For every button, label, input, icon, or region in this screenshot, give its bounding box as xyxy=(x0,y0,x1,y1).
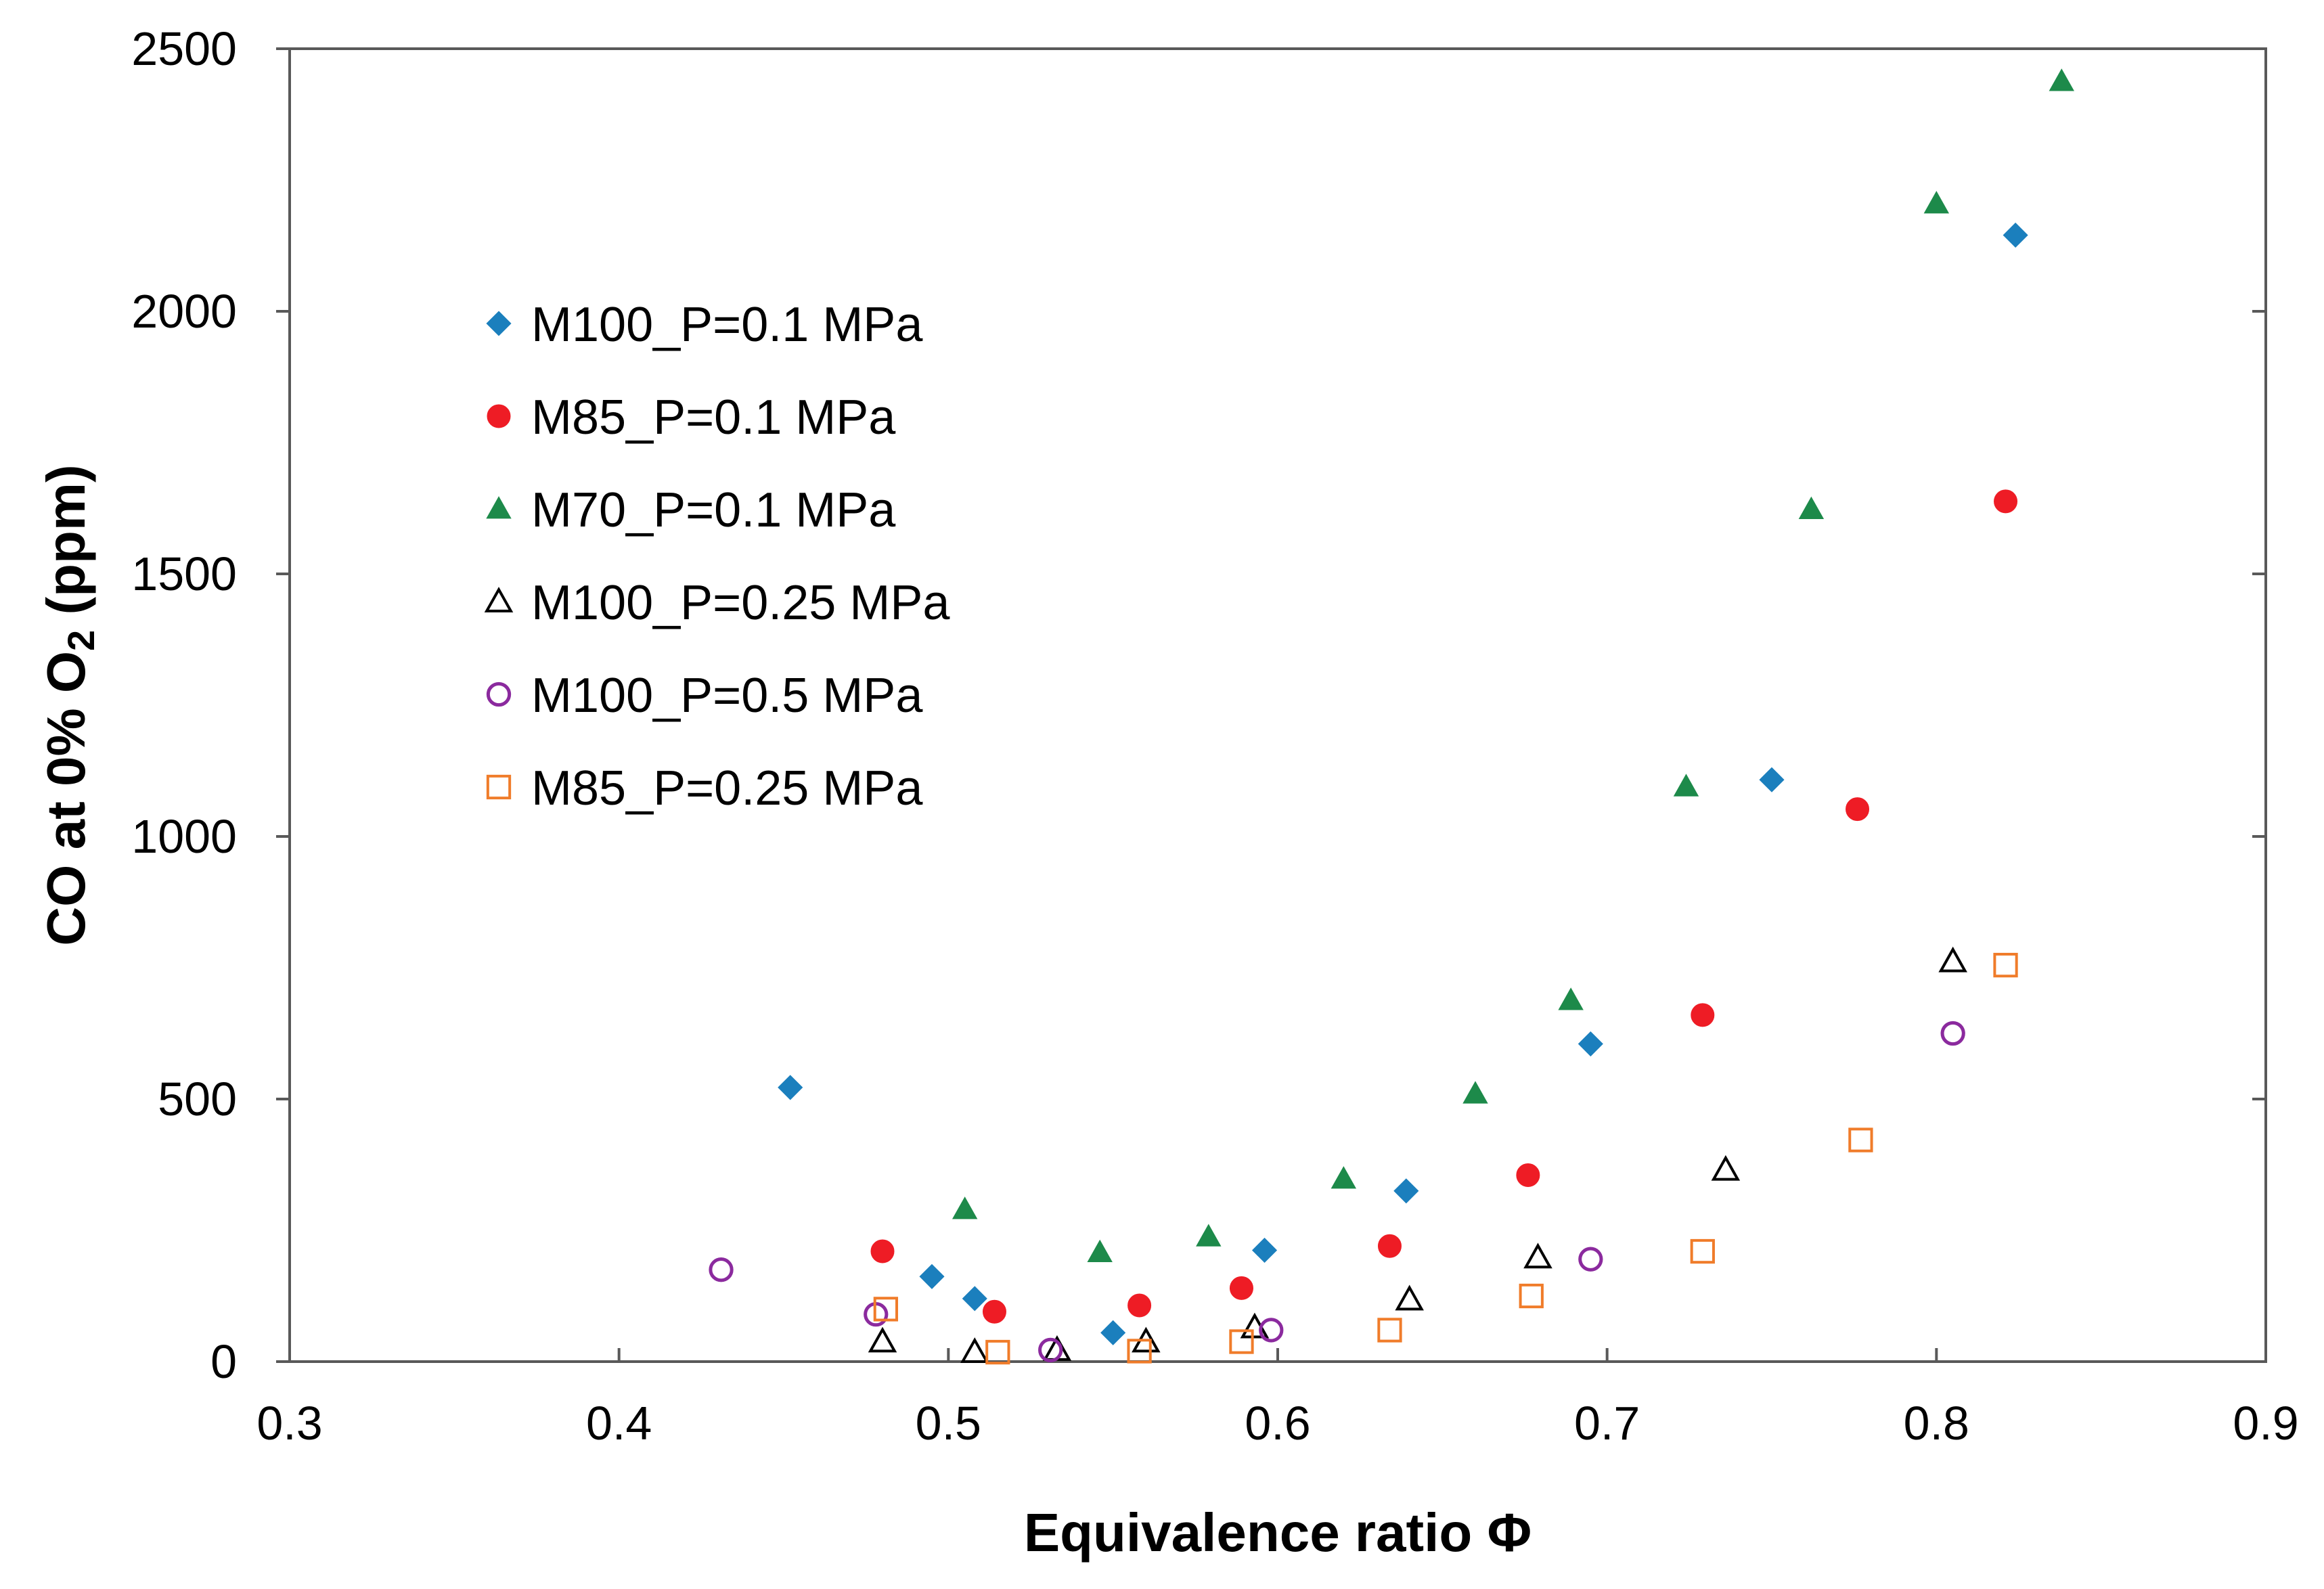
legend-label-3: M70_P=0.1 MPa xyxy=(531,483,896,537)
data-point-series-3 xyxy=(1087,1239,1113,1263)
data-point-series-2 xyxy=(1846,797,1870,822)
data-point-series-1 xyxy=(1100,1320,1126,1345)
legend-label-5: M100_P=0.5 MPa xyxy=(531,669,923,723)
data-point-series-3 xyxy=(1798,496,1825,519)
data-point-series-4 xyxy=(1395,1284,1424,1311)
y-axis-title-tail: (ppm) xyxy=(36,464,96,629)
data-point-series-6 xyxy=(1127,1339,1152,1364)
data-point-series-3 xyxy=(1331,1166,1357,1189)
x-axis: 0.3 0.4 0.5 0.6 0.7 0.8 0.9 xyxy=(256,1348,2299,1450)
data-point-series-2 xyxy=(870,1239,895,1263)
data-point-series-5 xyxy=(1038,1337,1063,1363)
legend-marker-4 xyxy=(484,587,514,612)
x-tick-label: 0.5 xyxy=(916,1397,981,1450)
data-point-series-5 xyxy=(1940,1021,1965,1046)
data-point-series-2 xyxy=(1377,1234,1402,1258)
data-point-series-3 xyxy=(952,1196,978,1219)
data-point-series-6 xyxy=(1229,1329,1254,1354)
legend: M100_P=0.1 MPa M85_P=0.1 MPa M70_P=0.1 MPa… xyxy=(484,298,950,815)
y-axis-title-subscript: 2 xyxy=(60,630,102,651)
y-tick-label: 500 xyxy=(158,1073,237,1125)
legend-label-1: M100_P=0.1 MPa xyxy=(531,298,923,352)
legend-marker-3 xyxy=(486,496,512,519)
data-point-series-6 xyxy=(873,1297,899,1322)
legend-label-6: M85_P=0.25 MPa xyxy=(531,761,923,815)
data-point-series-3 xyxy=(1558,987,1584,1010)
data-point-series-5 xyxy=(709,1257,734,1282)
data-point-series-1 xyxy=(962,1286,987,1312)
y-tick-label: 2000 xyxy=(131,285,237,338)
x-tick-label: 0.6 xyxy=(1245,1397,1310,1450)
legend-marker-6 xyxy=(486,774,512,800)
x-tick-label: 0.4 xyxy=(586,1397,652,1450)
data-point-series-1 xyxy=(1759,767,1785,792)
data-point-series-2 xyxy=(1994,489,2018,514)
y-tick-label: 1500 xyxy=(131,547,237,600)
data-point-series-6 xyxy=(985,1339,1010,1365)
y-tick-label: 1000 xyxy=(131,810,237,863)
data-point-series-3 xyxy=(1196,1224,1222,1247)
data-point-series-3 xyxy=(1923,191,1950,214)
data-point-series-5 xyxy=(1578,1247,1603,1272)
x-tick-label: 0.7 xyxy=(1574,1397,1640,1450)
data-point-series-6 xyxy=(1519,1283,1544,1309)
y-tick-label: 0 xyxy=(210,1335,237,1388)
data-point-series-1 xyxy=(2003,222,2028,248)
y-axis: 0 500 1000 1500 2000 2500 xyxy=(131,22,2266,1388)
data-point-series-3 xyxy=(1462,1081,1488,1104)
x-tick-label: 0.3 xyxy=(256,1397,322,1450)
data-point-series-2 xyxy=(1127,1293,1152,1318)
data-point-series-1 xyxy=(1393,1178,1419,1204)
data-point-series-4 xyxy=(960,1337,989,1363)
legend-label-4: M100_P=0.25 MPa xyxy=(531,576,950,630)
y-axis-title-main: CO at 0% O xyxy=(36,651,96,946)
data-point-series-4 xyxy=(1711,1155,1741,1181)
data-point-series-5 xyxy=(1259,1318,1284,1343)
legend-marker-1 xyxy=(486,311,512,336)
data-point-series-6 xyxy=(1377,1318,1402,1343)
data-point-series-1 xyxy=(919,1263,945,1289)
data-point-series-4 xyxy=(1523,1243,1552,1269)
data-point-series-6 xyxy=(1848,1127,1873,1152)
data-point-series-3 xyxy=(1673,774,1699,797)
legend-label-2: M85_P=0.1 MPa xyxy=(531,390,896,445)
data-point-series-3 xyxy=(2049,68,2074,91)
data-point-series-2 xyxy=(1229,1276,1253,1300)
data-point-series-1 xyxy=(1578,1031,1603,1057)
legend-marker-2 xyxy=(487,404,511,428)
x-tick-label: 0.8 xyxy=(1904,1397,1969,1450)
y-axis-title: CO at 0% O2 (ppm) xyxy=(36,464,102,945)
data-point-series-2 xyxy=(1691,1003,1715,1027)
data-point-series-1 xyxy=(778,1075,803,1100)
data-point-series-6 xyxy=(1993,952,2018,978)
data-point-series-6 xyxy=(1690,1238,1715,1264)
data-point-series-4 xyxy=(1938,946,1967,972)
x-axis-title: Equivalence ratio Φ xyxy=(1024,1502,1532,1563)
data-point-series-2 xyxy=(982,1299,1006,1324)
data-point-series-1 xyxy=(1251,1237,1278,1263)
x-tick-label: 0.9 xyxy=(2233,1397,2298,1450)
y-tick-label: 2500 xyxy=(131,22,237,75)
data-points xyxy=(709,68,2074,1365)
data-point-series-2 xyxy=(1516,1163,1540,1188)
data-point-series-4 xyxy=(868,1326,897,1353)
legend-marker-5 xyxy=(486,681,512,707)
